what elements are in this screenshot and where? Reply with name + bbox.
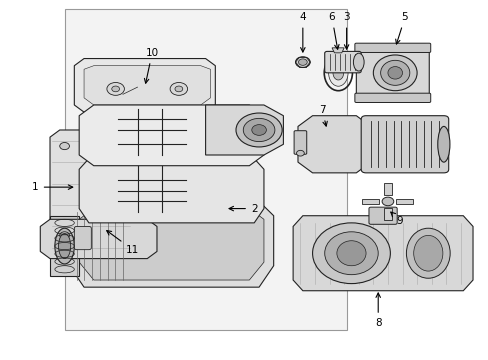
Ellipse shape <box>437 126 449 162</box>
Circle shape <box>175 86 183 92</box>
Ellipse shape <box>332 66 343 80</box>
Text: 3: 3 <box>343 13 349 49</box>
Text: 4: 4 <box>299 13 305 52</box>
Polygon shape <box>205 105 283 155</box>
Polygon shape <box>79 208 264 280</box>
Text: 1: 1 <box>32 182 73 192</box>
Ellipse shape <box>336 241 366 266</box>
FancyBboxPatch shape <box>74 226 91 249</box>
Ellipse shape <box>243 118 274 141</box>
FancyBboxPatch shape <box>384 183 391 195</box>
Ellipse shape <box>251 125 266 135</box>
Text: 2: 2 <box>228 203 257 213</box>
Text: 7: 7 <box>318 105 326 126</box>
Ellipse shape <box>324 232 377 275</box>
Ellipse shape <box>387 67 402 79</box>
Circle shape <box>107 82 124 95</box>
Polygon shape <box>79 105 264 166</box>
Ellipse shape <box>312 223 389 284</box>
Polygon shape <box>50 216 79 276</box>
Ellipse shape <box>372 55 416 91</box>
FancyBboxPatch shape <box>324 51 361 73</box>
Polygon shape <box>50 130 132 258</box>
Bar <box>64 9 346 330</box>
Text: 8: 8 <box>374 293 381 328</box>
Ellipse shape <box>55 228 74 264</box>
Polygon shape <box>79 158 264 223</box>
Polygon shape <box>297 116 370 173</box>
Text: 9: 9 <box>390 212 403 226</box>
FancyBboxPatch shape <box>384 208 391 220</box>
Circle shape <box>112 86 119 92</box>
Circle shape <box>296 150 304 156</box>
Ellipse shape <box>406 228 449 278</box>
Polygon shape <box>292 216 472 291</box>
FancyBboxPatch shape <box>396 199 413 204</box>
FancyBboxPatch shape <box>293 131 306 154</box>
Circle shape <box>60 232 69 239</box>
Circle shape <box>298 59 306 65</box>
Ellipse shape <box>328 59 347 86</box>
Text: 11: 11 <box>106 231 139 255</box>
Text: 5: 5 <box>395 13 407 44</box>
Polygon shape <box>69 202 273 287</box>
FancyBboxPatch shape <box>361 116 448 173</box>
Circle shape <box>170 82 187 95</box>
FancyBboxPatch shape <box>354 43 430 53</box>
Polygon shape <box>74 59 215 112</box>
Ellipse shape <box>413 235 442 271</box>
Ellipse shape <box>236 113 282 147</box>
Text: 10: 10 <box>144 48 158 83</box>
FancyBboxPatch shape <box>368 207 396 224</box>
Polygon shape <box>40 219 157 258</box>
Ellipse shape <box>353 53 364 71</box>
Circle shape <box>60 143 69 150</box>
Circle shape <box>381 197 393 206</box>
Polygon shape <box>84 66 210 105</box>
FancyBboxPatch shape <box>356 44 428 102</box>
Ellipse shape <box>380 60 409 85</box>
FancyBboxPatch shape <box>362 199 379 204</box>
Circle shape <box>295 57 309 67</box>
FancyBboxPatch shape <box>354 93 430 103</box>
Polygon shape <box>331 48 344 53</box>
Ellipse shape <box>59 234 71 258</box>
Text: 6: 6 <box>328 13 338 49</box>
